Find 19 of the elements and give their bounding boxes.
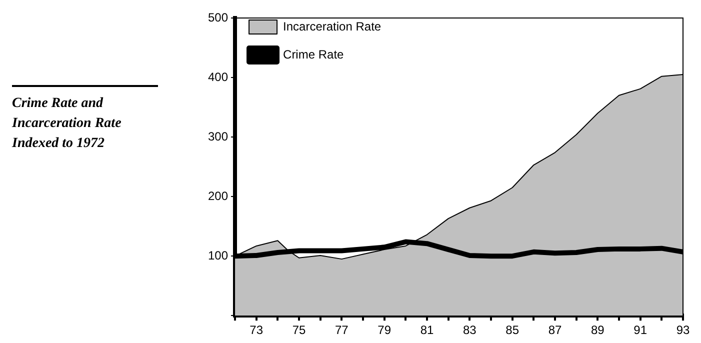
legend-label: Crime Rate	[283, 47, 344, 62]
legend-label: Incarceration Rate	[283, 19, 382, 34]
y-tick-label: 300	[208, 129, 228, 144]
y-tick-label: 200	[208, 188, 228, 203]
x-tick-label: 73	[250, 323, 264, 338]
x-tick-label: 91	[634, 323, 648, 338]
x-tick-label: 89	[590, 323, 605, 338]
x-tick-label: 79	[378, 323, 392, 338]
x-tick-label: 87	[548, 323, 562, 338]
x-tick-label: 75	[292, 323, 306, 338]
x-tick-label: 81	[420, 323, 434, 338]
y-tick-label: 500	[208, 10, 228, 24]
y-tick-label: 400	[208, 70, 228, 84]
x-tick-label: 77	[335, 323, 349, 338]
text: Crime Rate and Incarceration Rate Indexed to 1972	[12, 95, 122, 153]
x-tick-label: 85	[506, 323, 520, 338]
y-tick-label: 100	[208, 248, 228, 262]
x-tick-label: 93	[676, 323, 690, 338]
x-tick-label: 83	[462, 323, 477, 338]
